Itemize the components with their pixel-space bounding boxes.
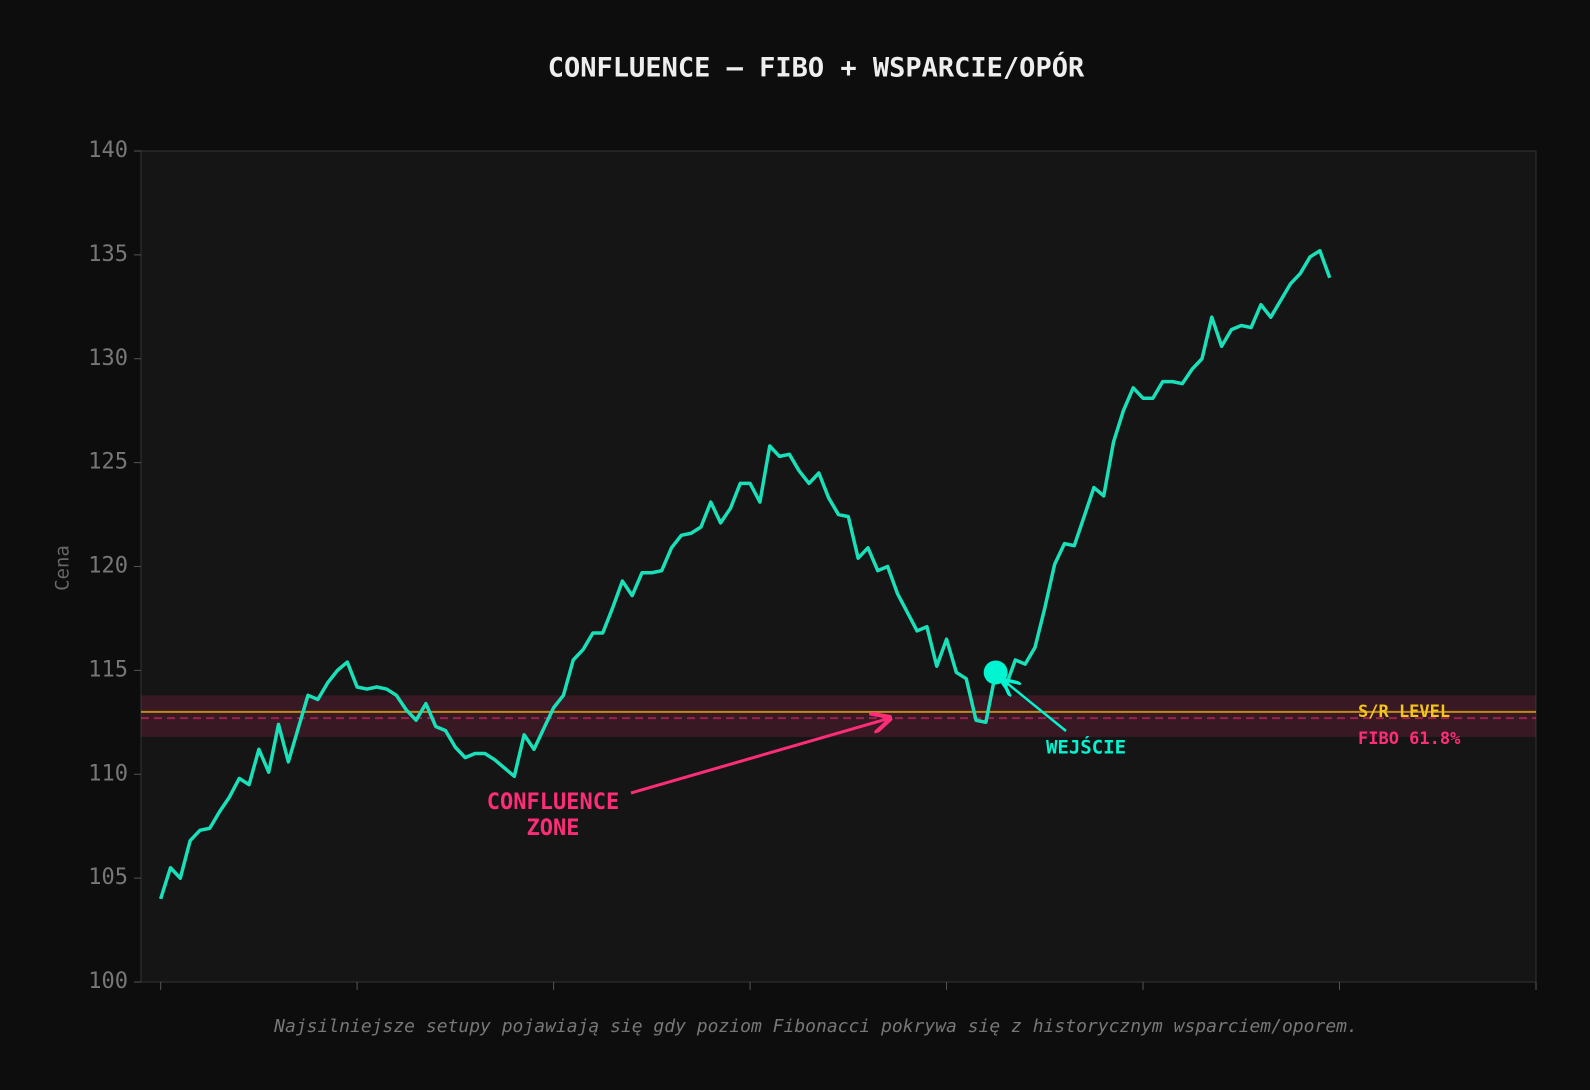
y-tick-label: 135 [88, 242, 128, 267]
zone-arrow [630, 718, 890, 795]
price-line [158, 248, 1332, 900]
fibo-label: FIBO 61.8% [1358, 729, 1461, 749]
entry-arrow [1004, 680, 1067, 732]
y-tick-label: 100 [88, 969, 128, 994]
y-tick-label: 105 [88, 865, 128, 890]
zone-label: ZONE [527, 816, 580, 841]
confluence-zone [141, 695, 1536, 737]
y-tick-label: 110 [88, 761, 128, 786]
caption: Najsilniejsze setupy pojawiają się gdy p… [273, 1016, 1358, 1037]
plot-area [140, 150, 1537, 983]
y-axis-label: Cena [52, 545, 74, 591]
chart-title: CONFLUENCE — FIBO + WSPARCIE/OPÓR [548, 52, 1085, 84]
y-tick-label: 140 [88, 138, 128, 163]
sr-label: S/R LEVEL [1358, 702, 1450, 722]
y-tick-label: 130 [88, 346, 128, 371]
y-tick-label: 115 [88, 657, 128, 682]
zone-label: CONFLUENCE [487, 790, 619, 815]
y-tick-label: 125 [88, 450, 128, 475]
y-tick-label: 120 [88, 554, 128, 579]
entry-point [983, 660, 1008, 685]
entry-label: WEJŚCIE [1046, 735, 1126, 759]
